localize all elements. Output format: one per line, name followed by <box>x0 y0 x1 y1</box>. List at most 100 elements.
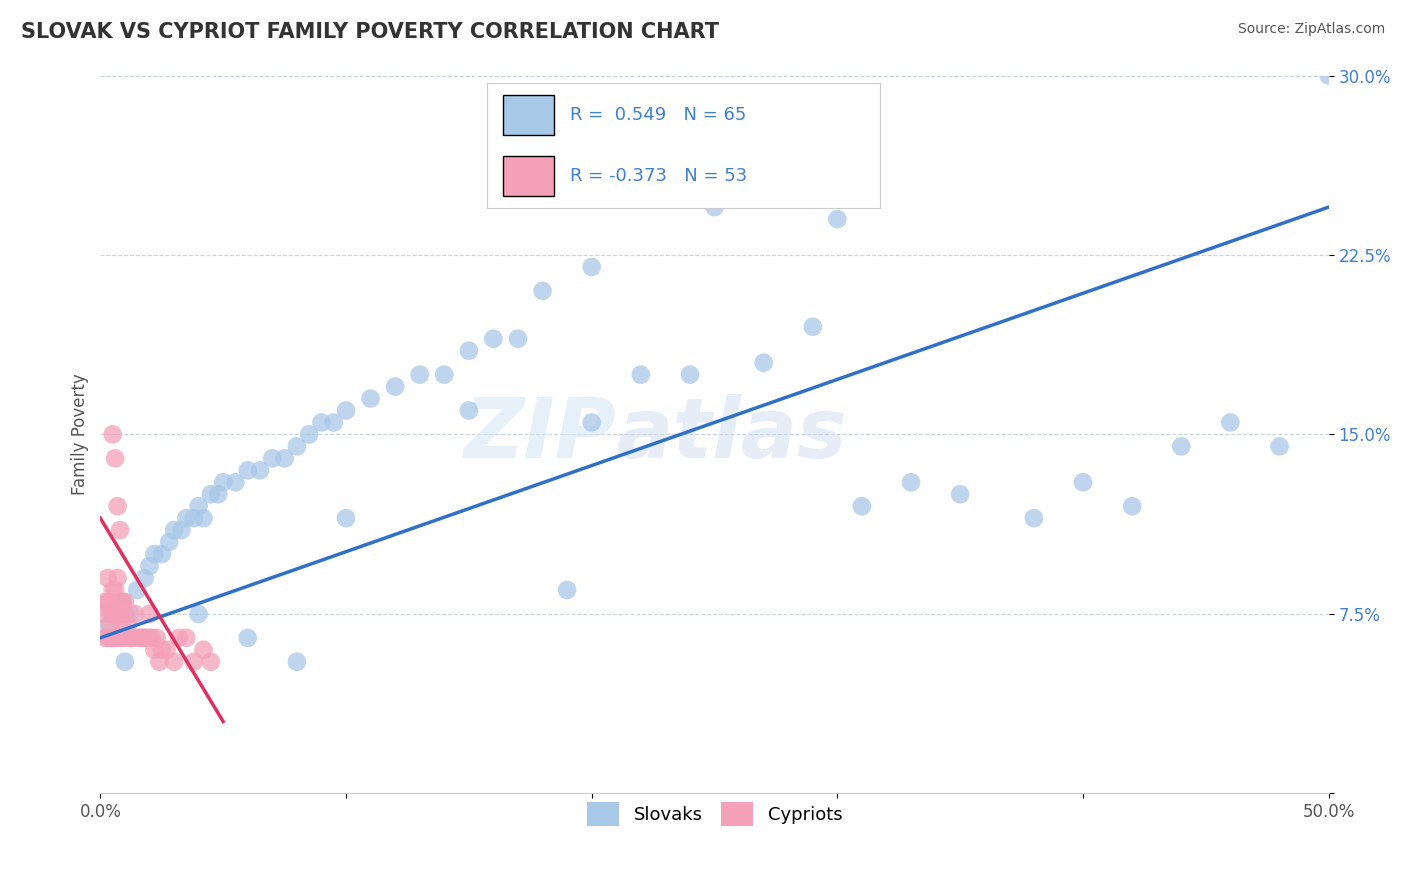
Point <box>104 607 127 621</box>
Point <box>433 368 456 382</box>
Point <box>141 631 163 645</box>
Point <box>212 475 235 490</box>
Point <box>107 607 129 621</box>
Point <box>1071 475 1094 490</box>
Point <box>900 475 922 490</box>
Point <box>851 500 873 514</box>
Point <box>98 595 121 609</box>
Point <box>128 631 150 645</box>
Point <box>630 368 652 382</box>
Point <box>143 642 166 657</box>
Point <box>801 319 824 334</box>
Point <box>94 595 117 609</box>
Point <box>703 164 725 178</box>
Point <box>457 343 479 358</box>
Point <box>107 571 129 585</box>
Point <box>335 511 357 525</box>
Point <box>157 535 180 549</box>
Point <box>163 655 186 669</box>
Point <box>114 607 136 621</box>
Point <box>207 487 229 501</box>
Point <box>108 607 131 621</box>
Point <box>94 631 117 645</box>
Point <box>581 260 603 274</box>
Point <box>193 511 215 525</box>
Point <box>101 631 124 645</box>
Point <box>111 619 134 633</box>
Point <box>127 582 149 597</box>
Point <box>107 500 129 514</box>
Point <box>134 571 156 585</box>
Point <box>1022 511 1045 525</box>
Point <box>1121 500 1143 514</box>
Point <box>98 619 121 633</box>
Point <box>156 642 179 657</box>
Point <box>118 607 141 621</box>
Point <box>101 631 124 645</box>
Point <box>138 559 160 574</box>
Point <box>91 607 114 621</box>
Point <box>167 631 190 645</box>
Point <box>114 631 136 645</box>
Point <box>193 642 215 657</box>
Point <box>108 523 131 537</box>
Point <box>108 595 131 609</box>
Point <box>136 631 159 645</box>
Point <box>148 655 170 669</box>
Point <box>384 379 406 393</box>
Point <box>322 416 344 430</box>
Point <box>183 511 205 525</box>
Point <box>506 332 529 346</box>
Point <box>224 475 246 490</box>
Point <box>949 487 972 501</box>
Point <box>111 595 134 609</box>
Point <box>187 607 209 621</box>
Point <box>262 451 284 466</box>
Point <box>150 547 173 561</box>
Point <box>409 368 432 382</box>
Point <box>249 463 271 477</box>
Point <box>200 487 222 501</box>
Point <box>703 200 725 214</box>
Point <box>101 607 124 621</box>
Text: SLOVAK VS CYPRIOT FAMILY POVERTY CORRELATION CHART: SLOVAK VS CYPRIOT FAMILY POVERTY CORRELA… <box>21 22 718 42</box>
Point <box>176 631 198 645</box>
Point <box>176 511 198 525</box>
Point <box>114 595 136 609</box>
Point <box>107 631 129 645</box>
Point <box>104 451 127 466</box>
Point <box>131 631 153 645</box>
Point <box>118 631 141 645</box>
Point <box>827 212 849 227</box>
Point <box>752 356 775 370</box>
Point <box>311 416 333 430</box>
Point <box>150 642 173 657</box>
Point <box>1317 69 1340 83</box>
Point <box>187 500 209 514</box>
Point <box>236 463 259 477</box>
Point <box>482 332 505 346</box>
Point <box>101 427 124 442</box>
Point <box>273 451 295 466</box>
Text: ZIP: ZIP <box>464 394 616 475</box>
Point <box>581 416 603 430</box>
Legend: Slovaks, Cypriots: Slovaks, Cypriots <box>578 793 851 835</box>
Point <box>170 523 193 537</box>
Point <box>236 631 259 645</box>
Point <box>285 439 308 453</box>
Point <box>335 403 357 417</box>
Point <box>679 368 702 382</box>
Point <box>183 655 205 669</box>
Point <box>146 631 169 645</box>
Point <box>124 607 146 621</box>
Point <box>101 582 124 597</box>
Point <box>1219 416 1241 430</box>
Point <box>121 631 143 645</box>
Point <box>97 631 120 645</box>
Point <box>104 582 127 597</box>
Point <box>200 655 222 669</box>
Point <box>97 571 120 585</box>
Point <box>531 284 554 298</box>
Point <box>97 619 120 633</box>
Point <box>114 655 136 669</box>
